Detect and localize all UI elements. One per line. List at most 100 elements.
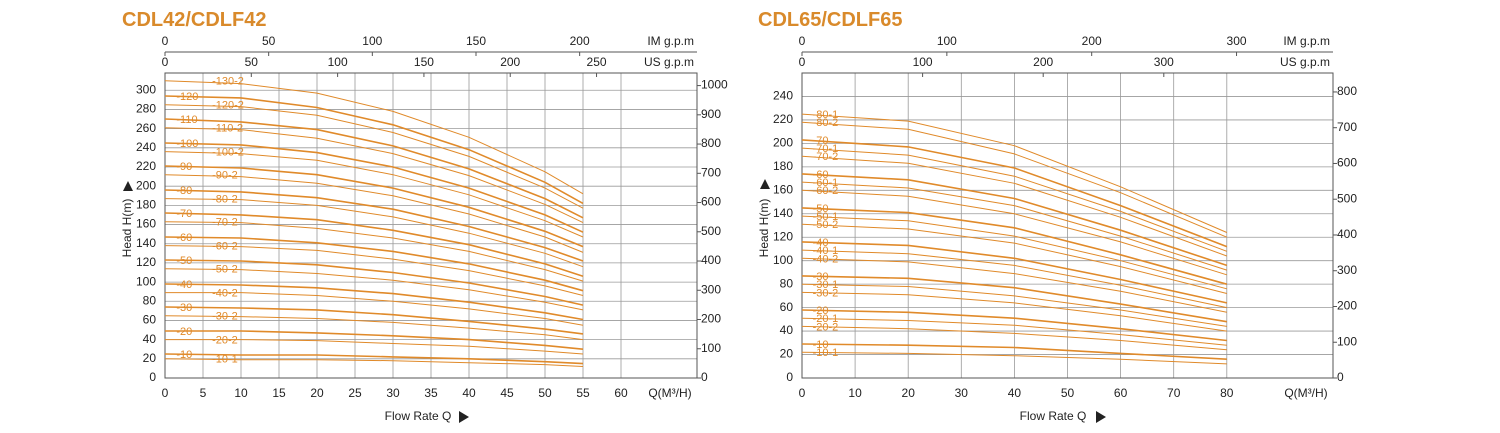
pump-curve — [164, 80, 584, 195]
x-tick-label: 50 — [538, 386, 552, 400]
pump-curve — [164, 104, 584, 209]
curve-label: -80 — [176, 185, 192, 197]
top-axis-label: IM g.p.m — [1283, 34, 1330, 48]
y-tick-label: 0 — [786, 370, 793, 384]
y2-tick-label: 300 — [701, 282, 721, 296]
y-tick-label: 160 — [773, 182, 793, 196]
curve-label: -30 — [813, 271, 829, 283]
x-tick-label: 60 — [614, 386, 628, 400]
top-tick-label: 50 — [245, 55, 259, 69]
y-tick-label: 260 — [136, 121, 156, 135]
pump-curve — [801, 257, 1227, 313]
y-tick-label: 140 — [136, 236, 156, 250]
y2-tick-label: 700 — [701, 165, 721, 179]
pump-curve — [164, 315, 584, 341]
y-tick-label: 120 — [773, 229, 793, 243]
pump-curve — [164, 118, 584, 219]
top-tick-label: 100 — [362, 34, 382, 48]
y2-tick-label: 500 — [701, 224, 721, 238]
curve-label: -100 — [176, 138, 198, 150]
top-axis-label: IM g.p.m — [647, 34, 694, 48]
pump-curve — [801, 207, 1228, 285]
curve-label: -20 — [176, 326, 192, 338]
top-tick-label: 150 — [466, 34, 486, 48]
x-tick-label: 55 — [576, 386, 590, 400]
curve-label: -50 — [176, 255, 192, 267]
pump-curve — [164, 306, 584, 335]
y-tick-label: 200 — [136, 178, 156, 192]
x-tick-label: 15 — [272, 386, 286, 400]
x-tick-label: 5 — [200, 386, 207, 400]
y-tick-label: 80 — [780, 276, 794, 290]
x-tick-label: 40 — [462, 386, 476, 400]
y-tick-label: 120 — [136, 255, 156, 269]
curve-label: -100-2 — [212, 147, 244, 159]
pump-curve — [801, 317, 1227, 346]
curve-label: -80-2 — [212, 194, 238, 206]
x-tick-label: 20 — [310, 386, 324, 400]
x-arrow-icon — [459, 411, 469, 423]
pump-curve — [164, 95, 584, 205]
pump-curve — [801, 351, 1227, 365]
y-tick-label: 300 — [136, 82, 156, 96]
y-tick-label: 100 — [773, 253, 793, 267]
y2-tick-label: 0 — [701, 370, 708, 384]
pump-curve — [801, 147, 1227, 252]
x-tick-label: 80 — [1220, 386, 1234, 400]
pump-curve — [164, 189, 584, 262]
x-arrow-icon — [1096, 411, 1106, 423]
top-tick-label: 150 — [414, 55, 434, 69]
x-tick-label: 30 — [386, 386, 400, 400]
pump-curve — [801, 223, 1227, 294]
pump-curve — [801, 173, 1228, 267]
y-tick-label: 180 — [773, 159, 793, 173]
curve-label: -40 — [176, 279, 192, 291]
pump-curve — [164, 236, 584, 292]
pump-curve — [164, 212, 584, 278]
y-tick-label: 60 — [143, 313, 157, 327]
x-tick-label: 70 — [1167, 386, 1181, 400]
curve-label: -70-2 — [212, 217, 238, 229]
curve-label: -110 — [176, 114, 197, 126]
pump-curve — [801, 139, 1228, 248]
pump-curve — [165, 330, 584, 350]
x-unit-label: Q(M³/H) — [1284, 386, 1327, 400]
curve-label: -30 — [176, 302, 192, 314]
top-tick-label: 0 — [162, 55, 169, 69]
curve-label: -40 — [813, 237, 829, 249]
curve-label: -20-2 — [212, 335, 238, 347]
curve-label: -20 — [813, 305, 829, 317]
x-tick-label: 30 — [955, 386, 969, 400]
curve-label: -50-2 — [813, 219, 839, 231]
pump-curve — [801, 283, 1227, 327]
curve-label: -80-2 — [813, 117, 839, 129]
x-unit-label: Q(M³/H) — [648, 386, 691, 400]
y2-tick-label: 200 — [1337, 299, 1357, 313]
curve-label: -50 — [813, 203, 829, 215]
curve-label: -10 — [176, 349, 192, 361]
curve-label: -90 — [176, 161, 192, 173]
top-tick-label: 0 — [162, 34, 169, 48]
y2-tick-label: 500 — [1337, 191, 1357, 205]
pump-curve — [164, 353, 584, 365]
x-axis-title: Flow Rate Q — [385, 409, 452, 423]
y-tick-label: 220 — [136, 159, 156, 173]
pump-curve — [164, 151, 584, 238]
curve-label: -60-2 — [212, 241, 238, 253]
curve-label: -50-1 — [813, 211, 839, 223]
top-tick-label: 200 — [500, 55, 520, 69]
curve-label: -50-2 — [212, 264, 238, 276]
y-tick-label: 100 — [136, 274, 156, 288]
top-tick-label: 100 — [913, 55, 933, 69]
x-tick-label: 40 — [1008, 386, 1022, 400]
curve-label: -10-1 — [212, 354, 238, 366]
pump-curve — [164, 174, 584, 253]
pump-curve — [801, 155, 1227, 257]
y2-tick-label: 600 — [1337, 156, 1357, 170]
pump-curve — [801, 241, 1227, 304]
pump-curve — [164, 245, 584, 296]
y2-tick-label: 100 — [701, 341, 721, 355]
y-tick-label: 280 — [136, 102, 156, 116]
y2-tick-label: 300 — [1337, 263, 1357, 277]
